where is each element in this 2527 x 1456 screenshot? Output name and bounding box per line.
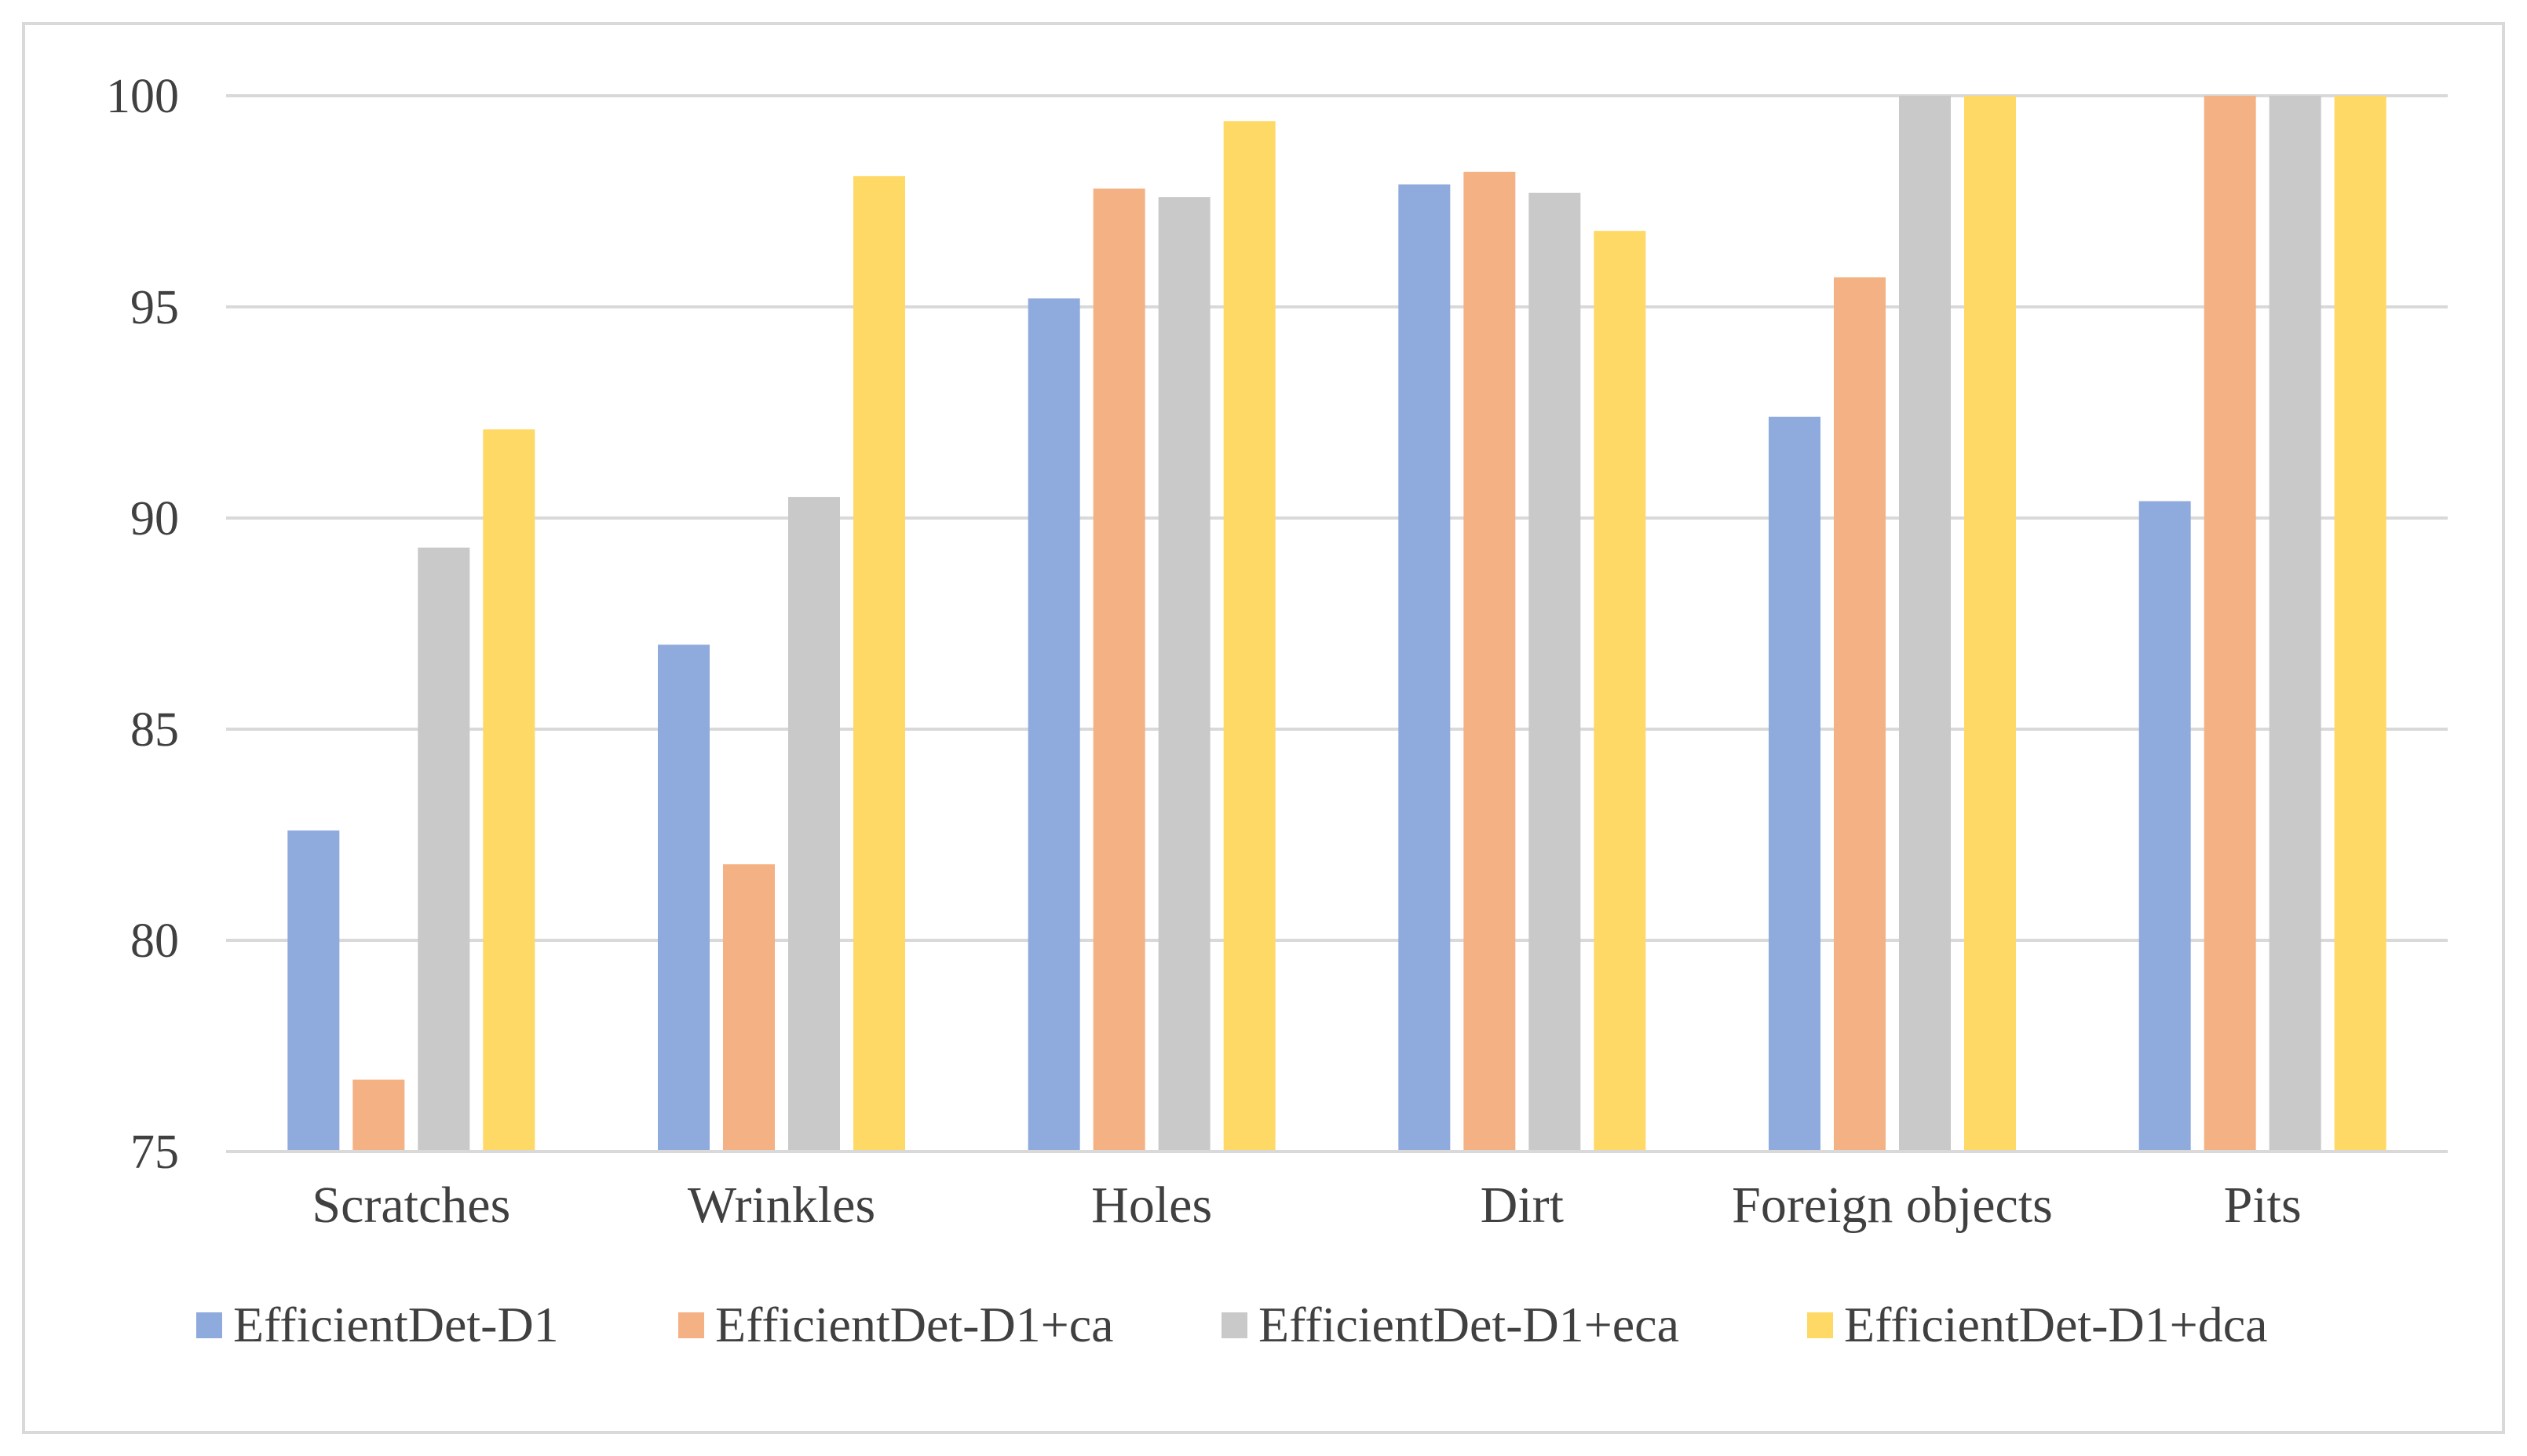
bar [2334,96,2386,1151]
bar [853,176,905,1152]
bar [2269,96,2321,1151]
legend-item: EfficientDet-D1+ca [678,1297,1114,1352]
x-category-label: Dirt [1481,1177,1564,1234]
bar [483,429,535,1151]
bar [1594,231,1646,1151]
legend: EfficientDet-D1 EfficientDet-D1+ca Efficie… [196,1297,2268,1352]
bar [1899,96,1951,1151]
x-category-label: Pits [2224,1177,2302,1234]
legend-label: EfficientDet-D1+dca [1844,1297,2268,1352]
y-tick-label: 90 [130,492,179,546]
legend-label: EfficientDet-D1+ca [715,1297,1114,1352]
y-tick-label: 95 [130,281,179,334]
bar [788,497,840,1151]
chart-frame: 75 80 85 90 95 100 Scratches Wrinkles Holes Dirt… [22,22,2505,1434]
x-category-label: Holes [1091,1177,1212,1234]
bar [287,830,340,1151]
x-category-label: Foreign objects [1732,1177,2053,1234]
bar [1158,197,1211,1151]
legend-item: EfficientDet-D1+dca [1807,1297,2268,1352]
bar [352,1079,405,1151]
bar-chart: 75 80 85 90 95 100 Scratches Wrinkles Holes Dirt… [106,70,2448,1352]
bar [1769,416,1820,1151]
bar [1964,96,2016,1151]
legend-item: EfficientDet-D1 [196,1297,559,1352]
bar [2138,501,2191,1151]
x-axis-category-labels: Scratches Wrinkles Holes Dirt Foreign object… [312,1177,2301,1234]
y-tick-label: 85 [130,703,179,757]
bar [2204,96,2256,1151]
x-category-label: Wrinkles [688,1177,875,1234]
y-tick-label: 100 [106,70,179,123]
legend-label: EfficientDet-D1 [233,1297,559,1352]
bar [1398,184,1451,1152]
bar [1093,188,1145,1152]
bar [1223,121,1276,1151]
y-tick-label: 80 [130,914,179,968]
legend-label: EfficientDet-D1+eca [1258,1297,1679,1352]
bar [1834,277,1886,1152]
bars [287,96,2386,1152]
gridlines [226,94,2448,942]
bar [1028,298,1080,1151]
x-category-label: Scratches [312,1177,510,1234]
bar [418,547,470,1151]
legend-swatch [1807,1312,1833,1338]
y-axis-tick-labels: 75 80 85 90 95 100 [106,70,179,1179]
bar [658,644,710,1151]
y-tick-label: 75 [130,1126,179,1179]
legend-swatch [196,1312,222,1338]
legend-item: EfficientDet-D1+eca [1222,1297,1679,1352]
legend-swatch [678,1312,704,1338]
bar [1528,192,1581,1152]
bar [1463,171,1516,1152]
legend-swatch [1222,1312,1247,1338]
bar [723,864,775,1151]
